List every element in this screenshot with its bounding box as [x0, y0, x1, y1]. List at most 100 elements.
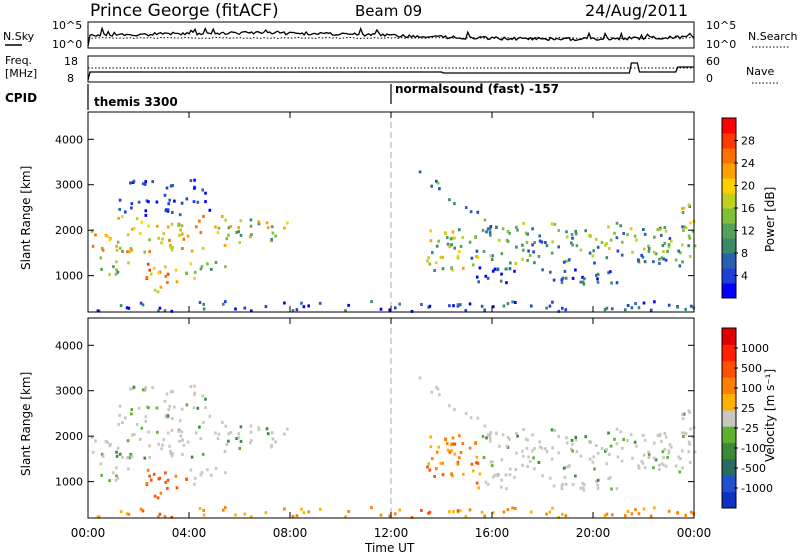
velocity-colorbar-label: Velocity [m s⁻¹] — [763, 369, 777, 462]
velocity-cell — [394, 512, 397, 516]
velocity-cell — [427, 511, 430, 515]
power-cell — [451, 236, 455, 240]
power-cell — [682, 229, 685, 232]
velocity-cell — [552, 484, 556, 488]
velocity-cell — [482, 456, 486, 459]
velocity-cell — [167, 408, 170, 412]
velocity-cell — [202, 421, 205, 424]
velocity-cell — [678, 470, 682, 474]
power-cell — [475, 275, 479, 279]
power-cell — [560, 281, 564, 285]
velocity-cell — [679, 457, 682, 461]
velocity-cell — [524, 437, 528, 441]
power-cell — [654, 252, 658, 256]
velocity-cell — [115, 474, 118, 478]
velocity-cell — [456, 460, 460, 464]
freq-unit: [MHz] — [5, 67, 37, 80]
power-cell — [563, 269, 567, 273]
velocity-cell — [605, 462, 609, 466]
velocity-cell — [206, 468, 209, 472]
velocity-cell — [129, 387, 132, 391]
velocity-cell — [656, 434, 660, 437]
velocity-cell — [224, 506, 227, 510]
colorbar-tick-label: 8 — [741, 247, 748, 260]
power-cell — [270, 225, 274, 229]
power-cell — [681, 260, 684, 264]
power-cell — [418, 170, 422, 174]
power-cell — [509, 261, 512, 265]
velocity-cell — [347, 509, 350, 513]
velocity-cell — [160, 447, 163, 451]
power-cell — [596, 277, 599, 281]
velocity-cell — [435, 467, 438, 471]
velocity-cell — [468, 508, 472, 512]
power-cell — [239, 233, 243, 237]
velocity-cell — [616, 455, 620, 459]
power-cell — [214, 225, 217, 229]
power-cell — [670, 239, 673, 243]
velocity-cell — [441, 473, 445, 477]
velocity-cell — [677, 455, 680, 459]
power-cell — [607, 271, 610, 275]
colorbar-tick-label: 20 — [741, 180, 755, 193]
power-cell — [141, 303, 145, 307]
velocity-cell — [681, 466, 684, 470]
power-cell — [624, 308, 627, 312]
power-cell — [295, 308, 299, 312]
power-cell — [687, 203, 691, 207]
power-cell — [430, 184, 433, 188]
power-cell — [506, 230, 510, 233]
velocity-cell — [90, 435, 94, 439]
x-tick-label: 04:00 — [172, 526, 207, 540]
velocity-ylabel: Slant Range [km] — [19, 372, 33, 476]
velocity-cell — [484, 480, 488, 484]
velocity-cell — [431, 457, 434, 461]
power-colorbar-ticks: 28 24 20 16 12 8 4 — [734, 135, 755, 283]
colorbar-segment — [722, 491, 736, 509]
velocity-y-ticks: 1000 2000 3000 4000 — [55, 339, 694, 489]
power-cell — [575, 244, 579, 248]
velocity-cell — [490, 464, 494, 468]
x-axis-label: Time UT — [364, 541, 415, 554]
time-x-ticks: 00:00 04:00 08:00 12:00 16:00 20:00 00:00 — [71, 112, 711, 540]
power-cell — [565, 235, 569, 239]
velocity-cell — [681, 431, 684, 435]
power-cell — [177, 223, 180, 227]
velocity-cell — [511, 506, 514, 510]
velocity-cell — [682, 435, 685, 438]
power-cell — [676, 305, 680, 309]
velocity-cell — [291, 515, 295, 518]
velocity-cell — [250, 515, 253, 519]
velocity-cell — [410, 515, 414, 519]
power-cell — [538, 239, 542, 243]
power-cell — [505, 238, 509, 242]
power-cell — [166, 225, 170, 229]
velocity-cell — [684, 513, 687, 517]
velocity-cell — [588, 440, 591, 443]
power-cell — [431, 251, 434, 255]
velocity-cell — [139, 507, 143, 511]
velocity-cell — [224, 471, 227, 475]
power-cell — [664, 258, 668, 262]
velocity-cell — [168, 444, 171, 448]
velocity-cell — [239, 439, 243, 443]
power-cell — [427, 305, 430, 309]
velocity-cell — [217, 432, 221, 436]
power-cell — [667, 245, 671, 249]
power-cell — [257, 222, 261, 226]
velocity-cell — [127, 512, 131, 516]
velocity-cell — [225, 443, 229, 447]
freq-series-line — [87, 62, 694, 81]
power-cell — [163, 309, 167, 313]
velocity-cell — [600, 447, 604, 450]
colorbar-tick-label: 25 — [741, 402, 755, 415]
velocity-colorbar — [721, 327, 737, 509]
velocity-cell — [660, 462, 664, 466]
velocity-cell — [121, 455, 124, 459]
velocity-cell — [438, 393, 441, 397]
power-cell — [492, 305, 495, 309]
velocity-cell — [689, 427, 692, 431]
power-cell — [666, 249, 669, 253]
power-cell — [459, 303, 462, 307]
power-cell — [344, 309, 347, 313]
